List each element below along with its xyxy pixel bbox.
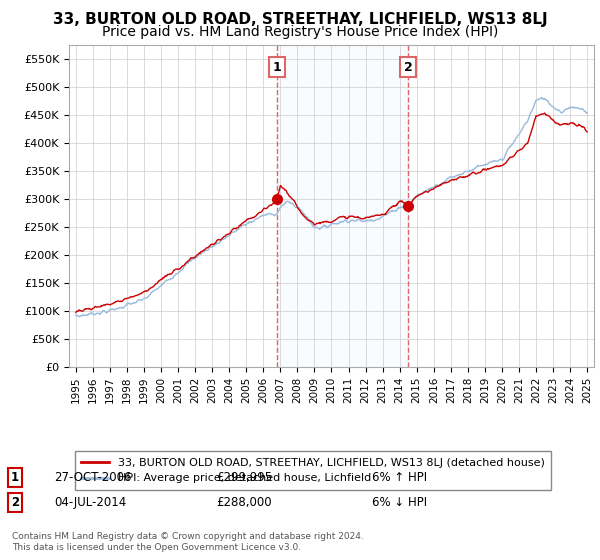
Text: 27-OCT-2006: 27-OCT-2006 xyxy=(54,470,131,484)
Text: 1: 1 xyxy=(11,470,19,484)
Text: 04-JUL-2014: 04-JUL-2014 xyxy=(54,496,126,510)
Text: 6% ↑ HPI: 6% ↑ HPI xyxy=(372,470,427,484)
Text: £299,995: £299,995 xyxy=(216,470,272,484)
Text: 1: 1 xyxy=(273,60,281,74)
Text: 33, BURTON OLD ROAD, STREETHAY, LICHFIELD, WS13 8LJ: 33, BURTON OLD ROAD, STREETHAY, LICHFIEL… xyxy=(53,12,547,27)
Bar xyxy=(277,45,408,367)
Text: 2: 2 xyxy=(404,60,413,74)
Text: £288,000: £288,000 xyxy=(216,496,272,510)
Legend: 33, BURTON OLD ROAD, STREETHAY, LICHFIELD, WS13 8LJ (detached house), HPI: Avera: 33, BURTON OLD ROAD, STREETHAY, LICHFIEL… xyxy=(74,451,551,490)
Text: 6% ↓ HPI: 6% ↓ HPI xyxy=(372,496,427,510)
Text: 2: 2 xyxy=(11,496,19,510)
Text: Contains HM Land Registry data © Crown copyright and database right 2024.
This d: Contains HM Land Registry data © Crown c… xyxy=(12,532,364,552)
Text: Price paid vs. HM Land Registry's House Price Index (HPI): Price paid vs. HM Land Registry's House … xyxy=(102,25,498,39)
